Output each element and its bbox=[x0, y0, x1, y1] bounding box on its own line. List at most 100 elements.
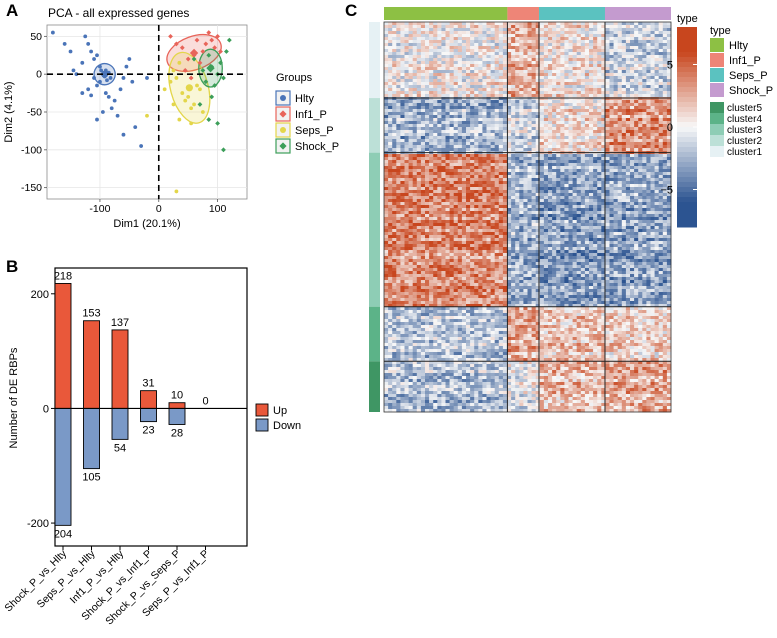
heatmap-cell bbox=[404, 88, 409, 92]
heatmap-cell bbox=[511, 214, 516, 218]
heatmap-cell bbox=[584, 133, 590, 137]
heatmap-cell bbox=[625, 196, 631, 200]
heatmap-cell bbox=[548, 103, 553, 107]
pca-point bbox=[127, 57, 132, 61]
heatmap-cell bbox=[630, 172, 635, 176]
heatmap-cell bbox=[576, 46, 582, 50]
heatmap-cell bbox=[412, 88, 418, 92]
heatmap-cell bbox=[535, 64, 541, 68]
heatmap-cell bbox=[412, 223, 418, 227]
heatmap-cell bbox=[412, 31, 418, 35]
heatmap-cell bbox=[662, 169, 668, 173]
heatmap-cell bbox=[457, 166, 463, 170]
heatmap-cell bbox=[523, 169, 528, 173]
heatmap-cell bbox=[666, 187, 672, 191]
heatmap-cell bbox=[666, 40, 672, 44]
heatmap-cell bbox=[457, 61, 463, 65]
heatmap-cell bbox=[396, 61, 401, 65]
heatmap-cell bbox=[572, 25, 577, 29]
pca-centroid bbox=[185, 84, 193, 92]
heatmap-cell bbox=[552, 142, 557, 146]
heatmap-cell bbox=[539, 145, 545, 149]
heatmap-cell bbox=[416, 220, 422, 224]
heatmap-cell bbox=[560, 181, 565, 185]
heatmap-cell bbox=[474, 130, 479, 134]
panel-label-b: B bbox=[6, 257, 18, 276]
heatmap-cell bbox=[416, 91, 422, 95]
heatmap-cell bbox=[654, 55, 659, 59]
heatmap-cell bbox=[482, 187, 487, 191]
heatmap-cell bbox=[564, 169, 569, 173]
pca-point bbox=[71, 68, 76, 73]
heatmap-cell bbox=[568, 46, 573, 50]
heatmap-cell bbox=[404, 190, 409, 194]
heatmap-cell bbox=[396, 46, 401, 50]
heatmap-cell bbox=[515, 214, 520, 218]
heatmap-cell bbox=[519, 196, 524, 200]
heatmap-cell bbox=[519, 79, 524, 83]
heatmap-cell bbox=[597, 172, 602, 176]
heatmap-cell bbox=[420, 43, 426, 47]
heatmap-cell bbox=[457, 64, 463, 68]
heatmap-cell bbox=[580, 178, 586, 182]
pca-y-label: Dim2 (4.1%) bbox=[3, 81, 15, 142]
heatmap-cell bbox=[662, 160, 668, 164]
heatmap-cell bbox=[437, 133, 442, 137]
heatmap-cell bbox=[621, 172, 627, 176]
heatmap-cell bbox=[543, 214, 549, 218]
heatmap-cell bbox=[584, 118, 590, 122]
heatmap-cell bbox=[466, 136, 471, 140]
heatmap-cell bbox=[548, 142, 553, 146]
heatmap-cell bbox=[437, 37, 442, 41]
heatmap-cell bbox=[613, 124, 618, 128]
heatmap-cell bbox=[605, 61, 610, 65]
heatmap-cell bbox=[425, 148, 430, 152]
heatmap-cell bbox=[621, 154, 627, 158]
heatmap-cell bbox=[617, 166, 623, 170]
heatmap-cell bbox=[519, 97, 524, 101]
heatmap-cell bbox=[630, 103, 635, 107]
heatmap-cell bbox=[539, 136, 545, 140]
heatmap-cell bbox=[494, 25, 500, 29]
heatmap-cell bbox=[646, 154, 651, 158]
heatmap-cell bbox=[576, 64, 582, 68]
heatmap-cell bbox=[486, 181, 491, 185]
heatmap-cell bbox=[666, 64, 672, 68]
heatmap-cell bbox=[490, 55, 495, 59]
heatmap-cell bbox=[650, 124, 655, 128]
heatmap-cell bbox=[630, 91, 635, 95]
heatmap-cell bbox=[437, 94, 442, 98]
heatmap-cell bbox=[625, 202, 631, 206]
heatmap-cell bbox=[539, 208, 545, 212]
heatmap-cell bbox=[552, 175, 557, 179]
heatmap-cell bbox=[388, 211, 393, 215]
heatmap-cell bbox=[527, 79, 532, 83]
heatmap-cell bbox=[507, 187, 512, 191]
heatmap-cell bbox=[416, 55, 422, 59]
heatmap-cell bbox=[564, 163, 569, 167]
heatmap-cell bbox=[400, 127, 405, 131]
bar-down-value-label: 204 bbox=[54, 528, 72, 540]
heatmap-cell bbox=[429, 109, 434, 113]
heatmap-cell bbox=[502, 190, 508, 194]
heatmap-cell bbox=[531, 175, 536, 179]
heatmap-cell bbox=[449, 217, 454, 221]
heatmap-cell bbox=[519, 52, 524, 56]
heatmap-cell bbox=[392, 163, 397, 167]
heatmap-cell bbox=[412, 205, 418, 209]
heatmap-cell bbox=[453, 136, 459, 140]
heatmap-cell bbox=[609, 130, 614, 134]
heatmap-cell bbox=[543, 187, 549, 191]
heatmap-cell bbox=[502, 121, 508, 125]
heatmap-cell bbox=[621, 166, 627, 170]
heatmap-cell bbox=[420, 88, 426, 92]
heatmap-cell bbox=[564, 34, 569, 38]
heatmap-cell bbox=[515, 49, 520, 53]
heatmap-cell bbox=[441, 217, 446, 221]
heatmap-cell bbox=[449, 199, 454, 203]
heatmap-cell bbox=[638, 112, 643, 116]
heatmap-cell bbox=[539, 172, 545, 176]
heatmap-cell bbox=[490, 76, 495, 80]
heatmap-cell bbox=[404, 97, 409, 101]
pca-point bbox=[200, 110, 205, 114]
